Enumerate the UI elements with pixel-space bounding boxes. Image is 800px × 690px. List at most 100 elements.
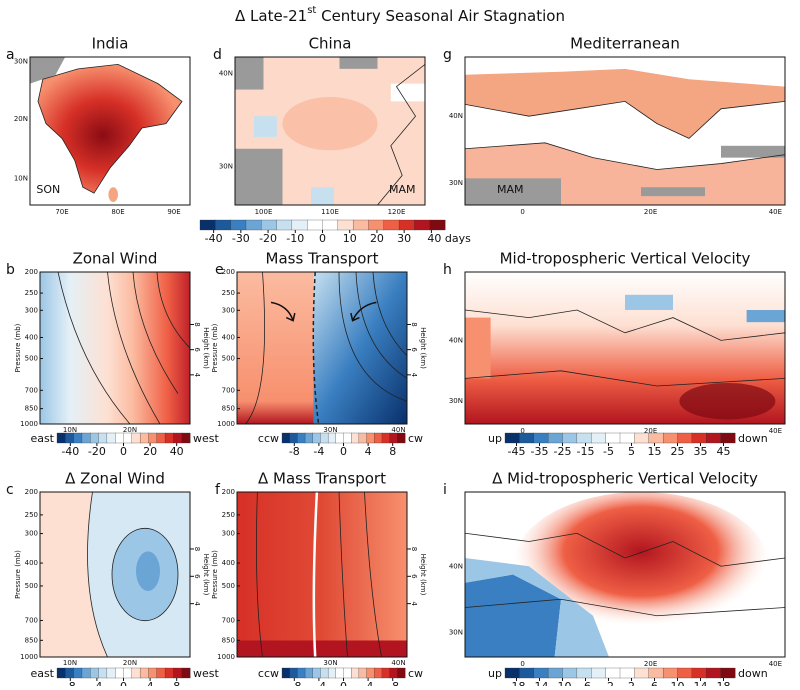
field-shading [390,83,425,102]
colorbar-cell [358,667,368,679]
y-tick-label: 1000 [20,420,38,428]
colorbar-cell [343,667,352,679]
y-axis-label: Pressure (mb) [211,550,219,599]
y2-tick-label: 4 [410,601,418,606]
colorbar-cell [720,432,736,444]
colorbar-cell [65,667,75,679]
colorbar-cell [533,432,549,444]
colorbar-cell [148,432,158,444]
colorbar-low-label: east [30,432,54,445]
colorbar-cell [90,432,100,444]
field-shading [237,640,407,657]
y2-tick-label: 4 [193,373,201,378]
colorbar-cell [312,667,321,679]
colorbar-tick-label: -10 [554,680,572,686]
colorbar-cell [605,432,621,444]
colorbar-cell [81,432,91,444]
y-tick-label: 850 [25,636,38,644]
colorbar-cell [619,432,635,444]
field-shading [256,492,381,657]
y-tick-label: 300 [25,306,38,314]
y-tick-label: 500 [25,355,38,363]
field-shading [136,551,160,591]
colorbar-low-label: ccw [258,432,279,445]
colorbar-cell [164,432,174,444]
colorbar-cell [181,667,191,679]
colorbar-cell [65,432,75,444]
colorbar-tick-label: .8 [389,680,400,686]
colorbar-cell [366,667,375,679]
colorbar-cell [123,432,133,444]
title-text: Δ Late-21 [235,7,307,25]
field-shading [465,310,785,386]
panel-letter: b [6,262,15,278]
colorbar-cell [547,667,563,679]
y-tick-label: 250 [222,289,235,297]
y2-tick-label: 6 [410,574,418,579]
field-shading [30,57,66,84]
panel-title: Δ Mid-tropospheric Vertical Velocity [492,470,758,488]
colorbar-cell [56,667,66,679]
colorbar-cell [73,667,83,679]
colorbar-cell [297,667,306,679]
colorbar-tick-label: 35 [694,445,708,458]
panel-title: Mediterranean [570,35,680,53]
y-tick-label: 300 [222,306,235,314]
y2-axis-label: Height (km) [202,327,210,369]
colorbar-high-label: west [193,667,219,680]
field-shading [235,57,264,90]
x-tick-label: 40E [769,427,782,435]
colorbar-cell [634,667,650,679]
y-tick-label: 250 [25,289,38,297]
colorbar-tick-label: 10 [343,232,357,245]
field-shading [465,533,785,616]
y-tick-label: 850 [25,405,38,413]
field-shading [465,558,609,657]
colorbar-tick-label: -.8 [287,680,301,686]
field-shading [112,528,178,620]
y-tick-label: 40N [449,336,463,344]
colorbar-low-label: up [488,667,502,680]
colorbar-tick-label: 18 [717,680,731,686]
plot-area [465,492,785,657]
colorbar-cell [320,432,329,444]
colorbar-high-label: west [193,432,219,445]
colorbar-low-label: ccw [258,667,279,680]
colorbar-high-label: down [738,432,768,445]
field-shading [235,148,283,205]
colorbar-cell [720,667,736,679]
colorbar-low-label: east [30,667,54,680]
colorbar-cell [131,432,141,444]
colorbar-high-label: cw [408,432,423,445]
colorbar-tick-label: -8 [65,680,76,686]
colorbar-cell [662,667,678,679]
colorbar-cell [312,432,321,444]
y2-tick-label: 8 [410,547,418,551]
y-tick-label: 700 [222,386,235,394]
x-tick-label: 90E [167,208,180,216]
colorbar-cell [576,432,592,444]
colorbar-tick-label: -35 [531,445,549,458]
field-shading [465,68,785,139]
colorbar-cell [691,432,707,444]
colorbar-tick-label: 10 [671,680,685,686]
colorbar-tick-label: 4 [147,680,154,686]
colorbar-cell [358,432,368,444]
field-shading [282,96,378,151]
x-tick-label: 0 [520,208,524,216]
colorbar-cell [591,667,607,679]
colorbar-cell [304,432,314,444]
plot-frame [39,271,191,425]
colorbar-cell [56,432,66,444]
colorbar-cell [320,667,329,679]
plot-frame [236,271,408,425]
colorbar-cell [245,219,262,231]
field-shading [38,64,182,193]
y-tick-label: 40N [449,562,463,570]
plot-frame [464,491,786,658]
colorbar-cell [199,219,216,231]
y2-axis-label: Height (km) [419,327,427,369]
colorbar-cell [139,432,149,444]
colorbar-cell [98,667,108,679]
